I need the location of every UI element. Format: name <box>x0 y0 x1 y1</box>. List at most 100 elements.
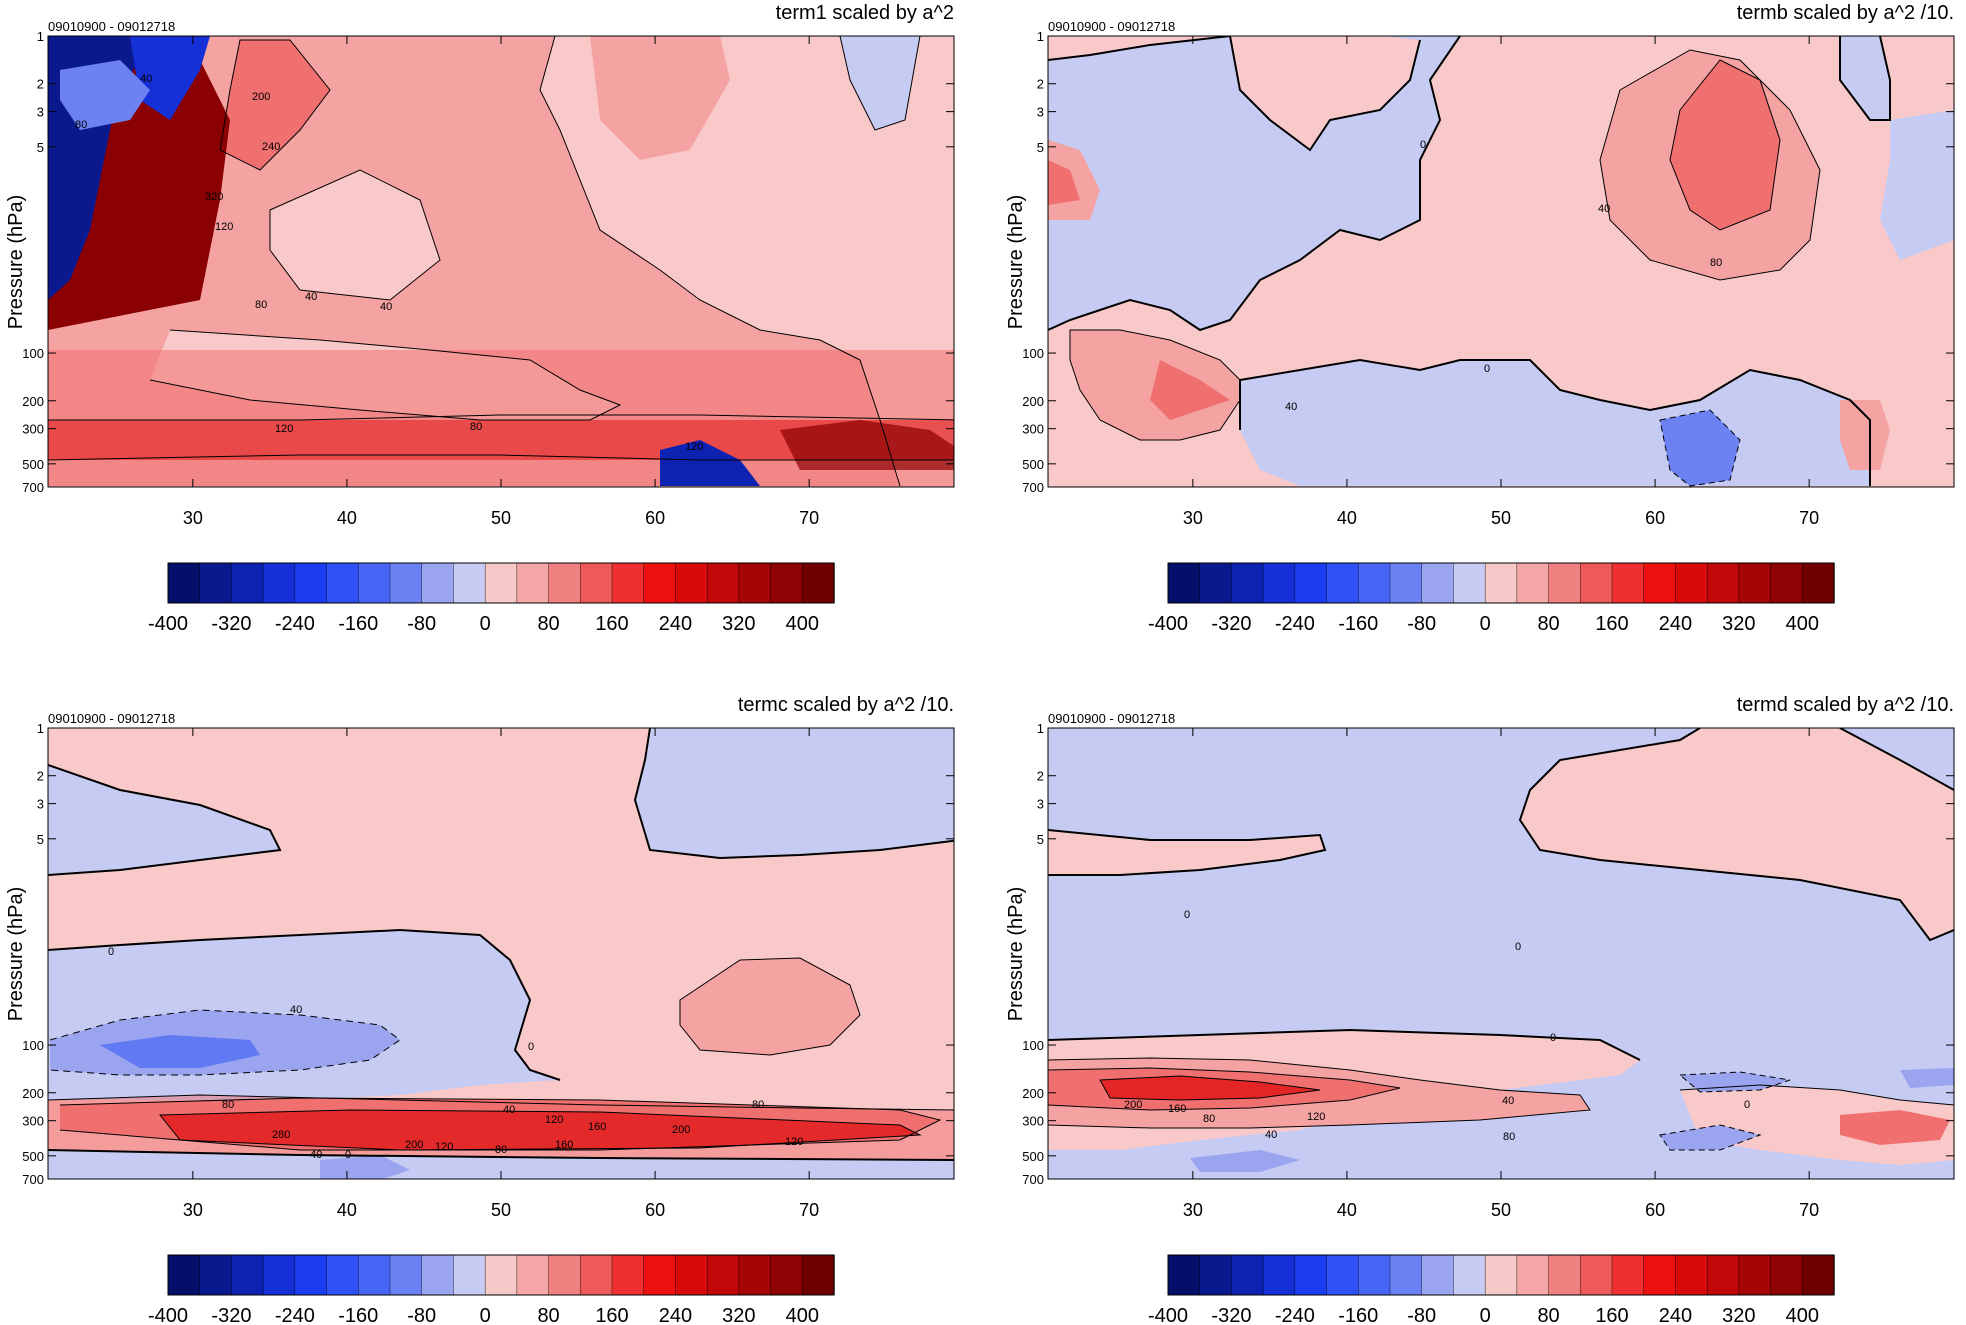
colorbar-swatch <box>167 562 201 604</box>
colorbar-tick-label: 400 <box>1786 1305 1819 1325</box>
contour-label: 80 <box>470 421 482 433</box>
x-tick-label: 50 <box>1491 508 1511 528</box>
contour-label: 40 <box>305 291 317 303</box>
colorbar-swatch <box>1231 1254 1264 1296</box>
colorbar-swatch <box>738 562 772 604</box>
pos-light-region <box>270 170 440 300</box>
contour-label: 0 <box>108 946 114 958</box>
contour-lines <box>1048 36 1891 487</box>
y-tick-label: 700 <box>1022 480 1044 495</box>
contour-line <box>269 169 441 301</box>
colorbar-swatch <box>611 562 645 604</box>
colorbar-tick-label: -320 <box>211 613 251 635</box>
neg-mid-region <box>1680 1072 1790 1092</box>
colorbar-tick-label: -240 <box>1275 613 1315 635</box>
colorbar-frame <box>1167 1254 1835 1296</box>
colorbar-swatch <box>358 1254 391 1296</box>
contour-line <box>539 36 901 487</box>
colorbar-tick-label: -80 <box>407 1305 436 1325</box>
contour-label: 40 <box>380 301 392 313</box>
colorbar-tick-label: -400 <box>148 1305 188 1325</box>
colorbar-tick-label: -400 <box>1148 1305 1188 1325</box>
contour-label: 80 <box>1503 1131 1515 1143</box>
contour-labels: 0 40 80 0 40 <box>1285 139 1722 413</box>
contour-label: 320 <box>205 191 223 203</box>
date-range: 09010900 - 09012718 <box>48 19 175 34</box>
contour-labels: 40 80 40 80 120 200 240 320 40 80 120 12… <box>75 73 703 453</box>
contour-label: 0 <box>1184 909 1190 921</box>
colorbar-swatch <box>580 562 613 604</box>
y-axis: 1 2 3 5 100 200 300 500 700 <box>1022 721 1954 1187</box>
y-tick-label: 5 <box>1037 140 1044 155</box>
colorbar-swatch <box>802 1254 835 1296</box>
colorbar-frame <box>167 1254 835 1296</box>
y-tick-label: 1 <box>37 29 44 44</box>
neg-light-region <box>840 36 920 130</box>
colorbar-swatch <box>421 562 455 604</box>
pos-strong-region <box>1670 60 1780 230</box>
contour-line <box>1659 1124 1762 1151</box>
colorbar-swatch <box>453 562 486 604</box>
colorbar-tick-label: 240 <box>659 613 692 635</box>
contour-label: 120 <box>545 1114 563 1126</box>
colorbar-swatch <box>294 1254 328 1296</box>
colorbar-tick-label: 400 <box>1786 613 1819 635</box>
colorbar-tick-label: 160 <box>1595 613 1628 635</box>
contour-label: 240 <box>262 141 280 153</box>
contour-label: 0 <box>1550 1032 1556 1044</box>
contour-line <box>48 1094 954 1111</box>
colorbar-swatch <box>738 1254 772 1296</box>
pos-deep-band <box>160 1110 920 1150</box>
y-tick-label: 100 <box>22 346 44 361</box>
x-tick-label: 40 <box>337 1200 357 1220</box>
neg-mid-region <box>1660 410 1740 486</box>
contour-label: 40 <box>1265 1129 1277 1141</box>
colorbar-tick-label: 160 <box>595 1305 628 1325</box>
y-axis-label: Pressure (hPa) <box>5 887 27 1022</box>
colorbar-swatch <box>1706 562 1740 604</box>
contour-label: 40 <box>1502 1095 1514 1107</box>
colorbar-tick-label: -160 <box>1338 613 1378 635</box>
contour-label: 0 <box>1420 139 1426 151</box>
contour-line <box>1048 829 1327 876</box>
contour-line <box>1518 728 1954 942</box>
contour-label: 80 <box>752 1099 764 1111</box>
pos-deep-region <box>1100 1076 1320 1100</box>
y-tick-label: 700 <box>1022 1172 1044 1187</box>
contour-line <box>1679 1084 1954 1106</box>
colorbar-swatch <box>1421 1254 1455 1296</box>
colorbar-swatch <box>643 1254 677 1296</box>
colorbar-swatch <box>358 562 391 604</box>
contour-label: 80 <box>75 119 87 131</box>
contour-line <box>679 957 861 1056</box>
colorbar-frame <box>167 562 835 604</box>
contour-line <box>1659 409 1741 487</box>
contour-line <box>1839 728 1954 791</box>
colorbar-swatch <box>802 562 835 604</box>
y-tick-label: 2 <box>1037 769 1044 784</box>
colorbar-swatch <box>294 562 328 604</box>
colorbar-tick-label: -240 <box>275 613 315 635</box>
contour-line <box>633 728 954 860</box>
pos-darkest-region <box>780 420 954 470</box>
colorbar: -400 -320 -240 -160 -80 0 80 160 240 320 400 <box>148 1254 835 1325</box>
colorbar-swatch <box>770 1254 803 1296</box>
colorbar-swatch <box>453 1254 486 1296</box>
colorbar-swatch <box>231 1254 264 1296</box>
colorbar-tick-label: -80 <box>1407 613 1436 635</box>
contour-line <box>48 764 282 876</box>
y-tick-label: 500 <box>1022 457 1044 472</box>
x-tick-label: 40 <box>1337 1200 1357 1220</box>
contour-field <box>1048 728 1954 1179</box>
pos-strong-region <box>1150 360 1230 420</box>
contour-line <box>48 1149 954 1161</box>
colorbar-swatch <box>706 1254 740 1296</box>
y-tick-label: 200 <box>1022 1086 1044 1101</box>
panel-termd: 0 0 0 40 200 160 80 120 40 0 80 09010900… <box>1005 694 1955 1325</box>
contour-label: 80 <box>255 299 267 311</box>
colorbar-swatch <box>1199 562 1233 604</box>
y-tick-label: 3 <box>1037 105 1044 120</box>
y-tick-label: 5 <box>37 832 44 847</box>
neg-darkest-region <box>660 440 760 486</box>
colorbar-tick-label: 80 <box>1537 1305 1559 1325</box>
